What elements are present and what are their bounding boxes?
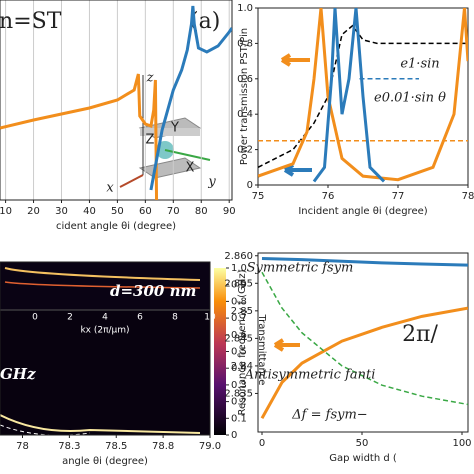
inset-tick-label: 10 [204, 313, 216, 323]
plot-frame [0, 0, 233, 201]
annotation: d=300 nm [110, 282, 196, 300]
arrow [280, 53, 310, 67]
colorbar-tick-label: 0.6 [231, 330, 247, 341]
x-tick-label: 78 [16, 441, 29, 452]
colorbar-tick-label: 0.3 [231, 380, 247, 391]
x-tick-label: 40 [83, 206, 96, 217]
colorbar-tick-label: 0.7 [231, 313, 247, 324]
plot-area [0, 5, 232, 200]
plot-frame [0, 261, 211, 436]
inset-tick-label: 6 [137, 313, 143, 323]
annotation: e1·sin [400, 57, 439, 72]
x-tick-label: 50 [111, 206, 124, 217]
colorbar-tick-label: 0.9 [231, 280, 247, 291]
annotation: Y [170, 121, 179, 136]
x-tick-label: 30 [55, 206, 68, 217]
inset-x-label: kx (2π/μm) [80, 326, 129, 336]
x-tick-label: 70 [167, 206, 180, 217]
x-tick-label: 80 [195, 206, 208, 217]
inset-tick-label: 0 [32, 313, 38, 323]
series-line [261, 271, 468, 406]
heatmap-band [4, 281, 201, 289]
series-line [149, 5, 232, 191]
annotation: z [146, 71, 154, 86]
inset-tick-label: 8 [172, 313, 178, 323]
x-tick-label: 60 [139, 206, 152, 217]
series-line [258, 24, 468, 168]
annotation: X [186, 161, 195, 176]
y-tick-label: 0.4 [237, 109, 253, 120]
series-line [0, 73, 159, 200]
x-axis-label: cident angle θi (degree) [56, 221, 176, 232]
colorbar-label: Transmittance [256, 314, 267, 386]
colorbar-tick-label: 0.1 [231, 413, 247, 424]
x-tick-label: 10 [0, 206, 12, 217]
x-axis-label: Gap width d ( [329, 453, 397, 464]
y-tick-label: 2.845 [224, 333, 253, 344]
annotation: GHz [0, 365, 36, 383]
colorbar-tick-label: 0.5 [231, 347, 247, 358]
series-line [312, 8, 386, 183]
x-tick-label: 78.5 [105, 441, 127, 452]
heatmap-band [4, 267, 201, 281]
series-line [261, 257, 468, 267]
x-tick-label: 78.8 [152, 441, 174, 452]
y-tick-label: 0.8 [237, 38, 253, 49]
plot-area [260, 257, 468, 419]
colorbar [214, 268, 226, 435]
arrow [283, 163, 312, 177]
inset-tick-label: 2 [67, 313, 73, 323]
colorbar-tick-label: 0 [231, 430, 237, 441]
annotation: x [106, 181, 114, 196]
x-tick-label: 50 [356, 438, 369, 449]
x-tick-label: 76 [322, 191, 335, 202]
annotation: Symmetric fsym [247, 261, 354, 276]
annotation: e0.01·sin θ [374, 91, 446, 106]
inset-tick-label: 4 [102, 313, 108, 323]
plot-frame [257, 252, 469, 433]
x-axis-label: Incident angle θi (degree) [298, 206, 427, 217]
x-tick-label: 90 [223, 206, 236, 217]
series-line [260, 306, 468, 419]
y-tick-label: 2.84 [231, 361, 253, 372]
y-tick-label: 2.835 [224, 388, 253, 399]
y-tick-label: 0.2 [237, 145, 253, 156]
colorbar-tick-label: 1.0 [231, 263, 247, 274]
annotation: Antisymmetric fanti [244, 368, 376, 383]
annotation: y [207, 175, 216, 190]
y-axis-label: Power transmission PST/Pin [239, 28, 250, 165]
heatmap-band [0, 414, 201, 434]
x-tick-label: 77 [392, 191, 405, 202]
x-tick-label: 20 [27, 206, 40, 217]
x-tick-label: 78 [462, 191, 474, 202]
y-axis-label: Resonance frequency f (GHz) [237, 269, 248, 415]
x-axis-label: angle θi (degree) [62, 456, 148, 467]
colorbar-tick-label: 0.8 [231, 296, 247, 307]
y-tick-label: 2.855 [224, 278, 253, 289]
annotation: 2π/ [402, 322, 438, 347]
y-tick-label: 1.0 [237, 3, 253, 14]
y-tick-label: 0 [247, 180, 253, 191]
y-tick-label: 2.85 [231, 306, 253, 317]
y-tick-label: 0.6 [237, 74, 253, 85]
annotation: Z [146, 133, 155, 148]
colorbar-tick-label: 0.4 [231, 363, 247, 374]
plot-area [258, 8, 468, 183]
x-tick-label: 100 [452, 438, 471, 449]
y-tick-label: 2.860 [224, 251, 253, 262]
x-tick-label: 0 [259, 438, 265, 449]
arrow [273, 338, 300, 352]
chart-title: in=ST [0, 9, 62, 34]
annotation: Δf = fsym− [291, 408, 367, 423]
x-tick-label: 78.3 [58, 441, 80, 452]
colorbar-tick-label: 0.2 [231, 397, 247, 408]
x-tick-label: 79.0 [199, 441, 221, 452]
plot-frame [257, 7, 469, 186]
series-line [258, 8, 468, 182]
x-tick-label: 75 [252, 191, 265, 202]
